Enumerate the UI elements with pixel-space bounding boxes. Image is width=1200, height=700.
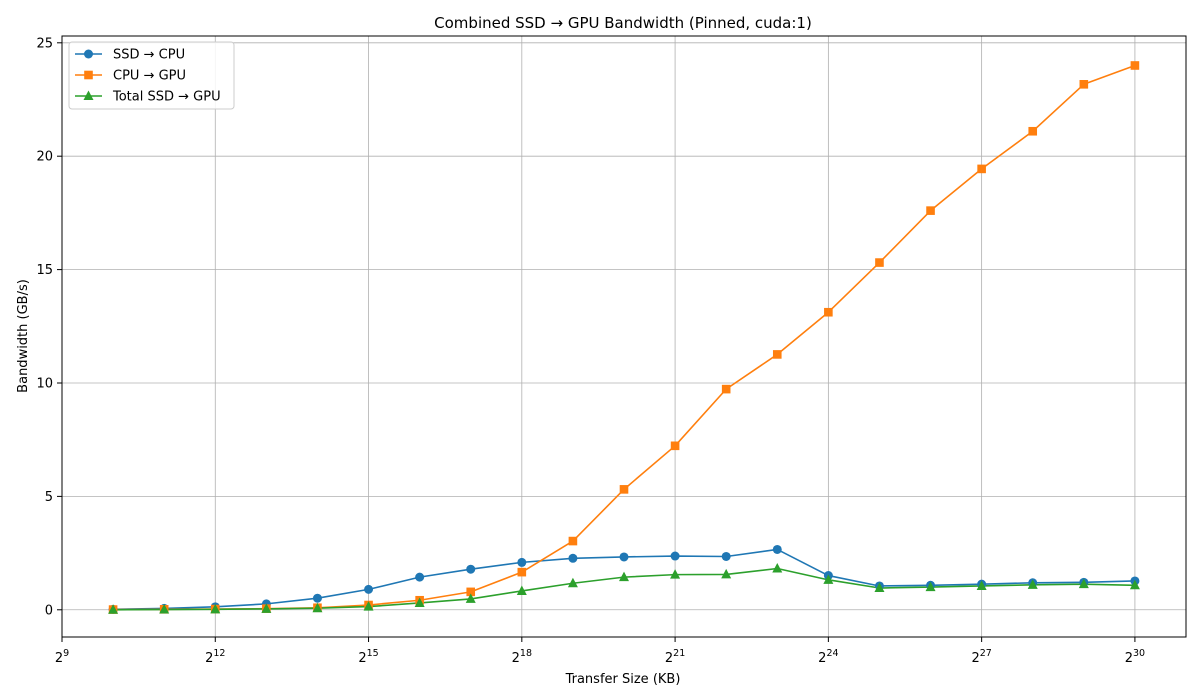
data-point-series-1 bbox=[619, 485, 629, 494]
legend-marker bbox=[84, 49, 93, 59]
data-point-series-2 bbox=[823, 574, 834, 584]
legend-marker bbox=[83, 90, 94, 100]
data-point-series-2 bbox=[159, 604, 170, 614]
data-point-series-1 bbox=[926, 206, 935, 215]
x-axis-label: Transfer Size (KB) bbox=[565, 672, 681, 687]
data-point-series-2 bbox=[108, 604, 119, 614]
y-tick-label: 15 bbox=[36, 263, 53, 278]
data-point-series-2 bbox=[312, 602, 323, 613]
data-point-series-1 bbox=[977, 164, 986, 174]
data-point-series-2 bbox=[567, 577, 578, 588]
x-tick-label: 212 bbox=[205, 648, 225, 666]
x-tick-label: 230 bbox=[1125, 648, 1145, 666]
data-point-series-2 bbox=[465, 593, 476, 603]
plot-frame bbox=[61, 35, 1187, 638]
data-point-series-1 bbox=[1079, 80, 1089, 89]
data-point-series-0 bbox=[619, 552, 629, 562]
y-tick-label: 25 bbox=[36, 36, 53, 51]
data-point-series-1 bbox=[772, 350, 782, 359]
data-point-series-2 bbox=[1078, 578, 1089, 589]
data-point-series-0 bbox=[364, 584, 374, 594]
legend-label: CPU → GPU bbox=[113, 69, 186, 84]
data-point-series-1 bbox=[1130, 61, 1140, 70]
data-point-series-1 bbox=[466, 587, 476, 597]
data-point-series-1 bbox=[824, 307, 833, 317]
data-point-series-2 bbox=[619, 571, 629, 582]
data-point-series-0 bbox=[312, 593, 322, 603]
data-point-series-2 bbox=[721, 568, 732, 579]
x-tick-label: 221 bbox=[665, 648, 685, 666]
y-tick-label: 10 bbox=[36, 376, 53, 391]
data-point-series-1 bbox=[568, 536, 578, 546]
y-axis-label: Bandwidth (GB/s) bbox=[16, 279, 31, 393]
data-point-series-0 bbox=[415, 572, 425, 582]
data-point-series-0 bbox=[670, 551, 680, 561]
data-point-series-0 bbox=[721, 551, 731, 561]
x-tick-label: 218 bbox=[512, 648, 532, 666]
x-tick-label: 227 bbox=[971, 648, 991, 666]
data-point-series-2 bbox=[772, 563, 783, 573]
data-point-series-0 bbox=[772, 544, 782, 554]
chart-title: Combined SSD → GPU Bandwidth (Pinned, cu… bbox=[434, 14, 812, 32]
grid-lines bbox=[62, 36, 1186, 637]
x-tick-label: 224 bbox=[818, 648, 838, 666]
data-point-series-1 bbox=[1028, 126, 1038, 136]
data-point-series-2 bbox=[670, 569, 681, 579]
y-tick-label: 20 bbox=[36, 150, 53, 165]
data-point-series-2 bbox=[261, 603, 272, 613]
legend: SSD → CPU CPU → GPU Total SSD → GPU bbox=[68, 41, 235, 110]
legend-label: SSD → CPU bbox=[113, 48, 185, 63]
data-point-series-2 bbox=[210, 603, 221, 614]
data-point-series-1 bbox=[721, 384, 731, 394]
data-point-series-1 bbox=[670, 441, 680, 451]
data-point-series-2 bbox=[1027, 579, 1038, 589]
data-point-series-2 bbox=[1129, 579, 1140, 590]
data-point-series-2 bbox=[516, 585, 527, 595]
x-tick-label: 29 bbox=[55, 648, 69, 666]
data-point-series-2 bbox=[925, 581, 936, 592]
legend-box bbox=[68, 41, 235, 110]
y-tick-label: 0 bbox=[45, 603, 53, 618]
data-point-series-1 bbox=[517, 567, 527, 577]
y-tick-label: 5 bbox=[45, 490, 53, 505]
legend-marker bbox=[84, 70, 93, 80]
x-tick-label: 215 bbox=[358, 648, 378, 666]
data-point-series-2 bbox=[414, 597, 425, 607]
y-axis-ticks: 0 5 10 15 20 25 bbox=[36, 36, 62, 618]
series-markers bbox=[108, 61, 1140, 614]
data-point-series-0 bbox=[517, 557, 527, 567]
data-point-series-2 bbox=[874, 582, 885, 593]
data-point-series-0 bbox=[466, 564, 476, 574]
data-point-series-1 bbox=[875, 258, 884, 267]
data-point-series-2 bbox=[363, 601, 374, 611]
data-point-series-0 bbox=[568, 553, 578, 563]
x-axis-ticks: 29 212 215 218 221 224 227 230 bbox=[55, 637, 1145, 666]
legend-label: Total SSD → GPU bbox=[112, 90, 221, 105]
data-point-series-2 bbox=[976, 580, 987, 590]
